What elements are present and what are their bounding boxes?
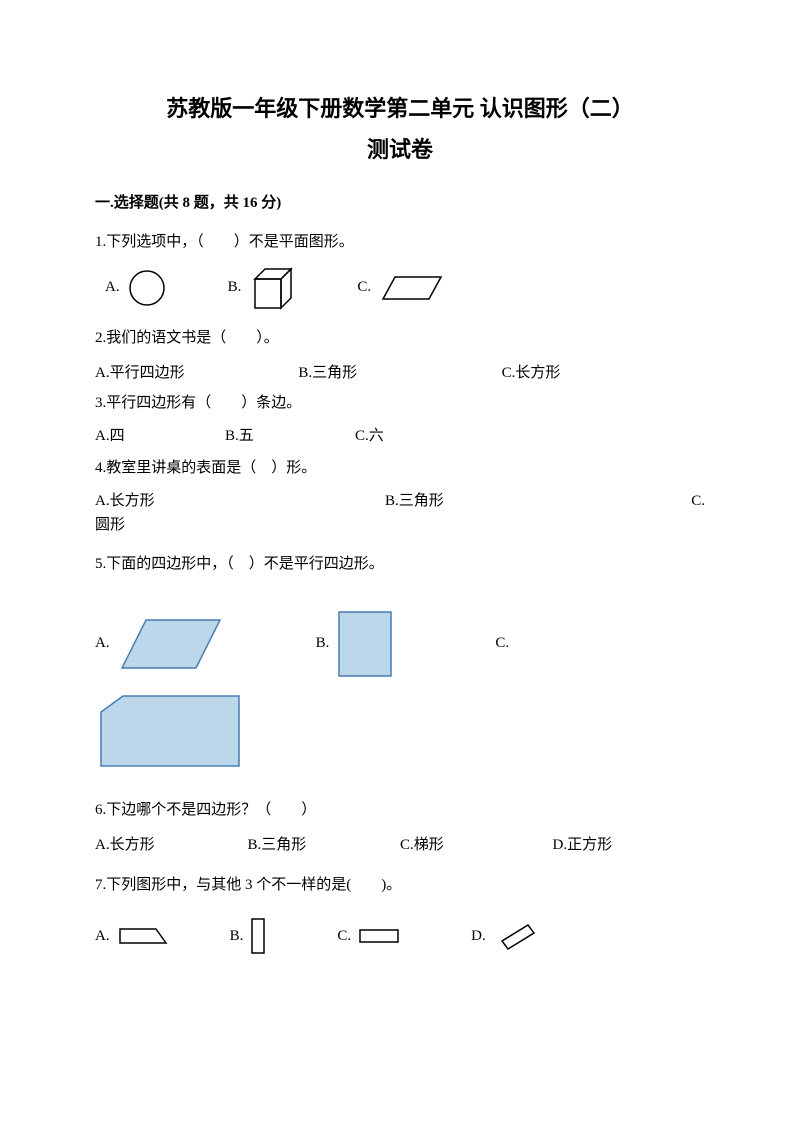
- q1-option-b: B.: [228, 264, 298, 312]
- question-2-text: 2.我们的语文书是（ ）。: [95, 326, 705, 352]
- q1-option-a: A.: [105, 267, 168, 309]
- rotated-rectangle-icon: [492, 921, 538, 951]
- parallelogram-shape-icon: [116, 612, 226, 676]
- q6-option-c: C.梯形: [400, 833, 553, 859]
- question-1-text: 1.下列选项中，（ ）不是平面图形。: [95, 230, 705, 256]
- q5-option-a: A.: [95, 612, 226, 676]
- q7-a-label: A.: [95, 924, 110, 950]
- q3-option-c: C.六: [355, 424, 485, 450]
- circle-icon: [126, 267, 168, 309]
- q5-option-b: B.: [316, 608, 396, 680]
- section-header: 一.选择题(共 8 题，共 16 分): [95, 191, 705, 217]
- cube-icon: [247, 264, 297, 312]
- q7-option-a: A.: [95, 924, 170, 950]
- q6-option-b: B.三角形: [248, 833, 401, 859]
- question-6-text: 6.下边哪个不是四边形？（ ）: [95, 798, 705, 824]
- q7-c-label: C.: [337, 924, 351, 950]
- q3-option-a: A.四: [95, 424, 225, 450]
- page-title: 苏教版一年级下册数学第二单元 认识图形（二）: [95, 90, 705, 127]
- question-3-text: 3.平行四边形有（ ）条边。: [95, 391, 705, 417]
- question-2: 2.我们的语文书是（ ）。 A.平行四边形 B.三角形 C.长方形: [95, 326, 705, 387]
- q1-a-label: A.: [105, 275, 120, 301]
- q7-option-b: B.: [230, 916, 268, 956]
- q5-b-label: B.: [316, 631, 330, 657]
- q1-c-label: C.: [357, 275, 371, 301]
- q4-option-c: 圆形: [95, 513, 705, 539]
- trapezoid-icon: [116, 925, 170, 947]
- q1-b-label: B.: [228, 275, 242, 301]
- parallelogram-icon: [377, 271, 447, 305]
- q2-option-a: A.平行四边形: [95, 361, 298, 387]
- question-1: 1.下列选项中，（ ）不是平面图形。 A. B. C.: [95, 230, 705, 312]
- q5-option-c: C.: [495, 631, 515, 657]
- question-7-text: 7.下列图形中，与其他 3 个不一样的是( )。: [95, 873, 705, 899]
- q3-option-b: B.五: [225, 424, 355, 450]
- rectangle-shape-icon: [335, 608, 395, 680]
- q6-option-a: A.长方形: [95, 833, 248, 859]
- q4-option-c-prefix: C.: [675, 489, 705, 515]
- question-4: 4.教室里讲桌的表面是（ ）形。 A.长方形 B.三角形 C. 圆形: [95, 456, 705, 539]
- q5-a-label: A.: [95, 631, 110, 657]
- pentagon-shape-icon: [95, 690, 245, 772]
- q7-option-c: C.: [337, 924, 401, 950]
- question-6: 6.下边哪个不是四边形？（ ） A.长方形 B.三角形 C.梯形 D.正方形: [95, 798, 705, 859]
- question-5-text: 5.下面的四边形中，（ ）不是平行四边形。: [95, 552, 705, 578]
- q6-option-d: D.正方形: [553, 833, 706, 859]
- wide-rectangle-icon: [357, 927, 401, 945]
- q2-option-c: C.长方形: [502, 361, 705, 387]
- tall-rectangle-icon: [249, 916, 267, 956]
- page-subtitle: 测试卷: [95, 131, 705, 168]
- q4-option-a: A.长方形: [95, 489, 385, 515]
- q5-c-label: C.: [495, 631, 509, 657]
- q1-option-c: C.: [357, 271, 447, 305]
- q7-d-label: D.: [471, 924, 486, 950]
- question-4-text: 4.教室里讲桌的表面是（ ）形。: [95, 456, 705, 482]
- q2-option-b: B.三角形: [298, 361, 501, 387]
- q7-option-d: D.: [471, 921, 538, 951]
- q7-b-label: B.: [230, 924, 244, 950]
- q4-option-b: B.三角形: [385, 489, 675, 515]
- question-3: 3.平行四边形有（ ）条边。 A.四 B.五 C.六: [95, 391, 705, 450]
- question-7: 7.下列图形中，与其他 3 个不一样的是( )。 A. B. C. D.: [95, 873, 705, 957]
- q5-option-c-shape: [95, 690, 705, 772]
- question-5: 5.下面的四边形中，（ ）不是平行四边形。 A. B. C.: [95, 552, 705, 772]
